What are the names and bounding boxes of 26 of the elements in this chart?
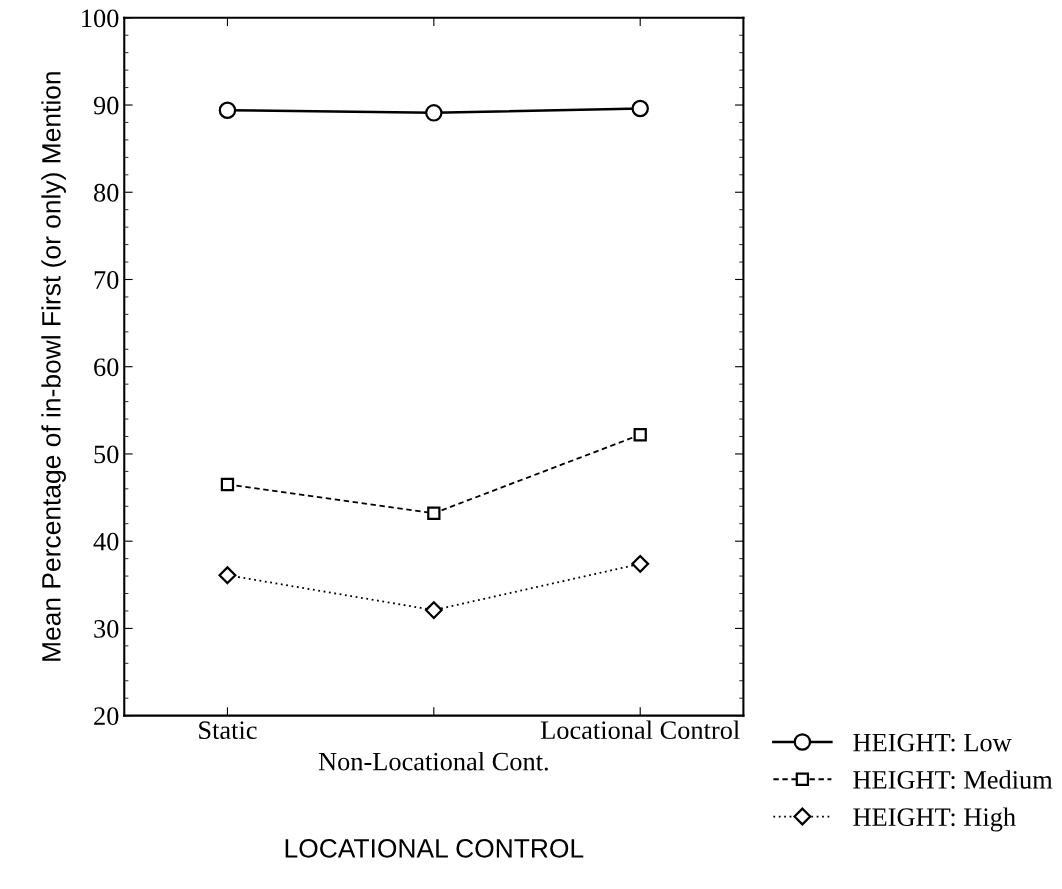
y-tick-label: 30 xyxy=(94,620,119,638)
point xyxy=(218,101,237,119)
point xyxy=(425,104,443,122)
x-tick-label: Non-Locational Cont. xyxy=(318,751,548,771)
y-tick-label: 90 xyxy=(93,96,119,115)
x-tick-label: Static xyxy=(199,721,257,740)
y-tick-label: 20 xyxy=(94,707,119,726)
y-tick-label: 70 xyxy=(94,271,119,289)
point xyxy=(427,506,441,520)
legend-label: HEIGHT: Medium xyxy=(853,770,1053,789)
point xyxy=(633,428,647,442)
y-tick-label: 40 xyxy=(93,532,119,551)
y-tick-label: 60 xyxy=(94,358,119,377)
y-tick-label: 50 xyxy=(94,445,119,464)
legend-label: HEIGHT: Low xyxy=(853,733,1012,752)
y-axis-title: Mean Percentage of in-bowl First (or only) Mention xyxy=(41,72,66,661)
legend-label: HEIGHT: High xyxy=(853,807,1016,832)
point xyxy=(218,566,237,585)
point xyxy=(220,477,235,492)
y-tick-label: 100 xyxy=(82,9,119,28)
x-tick-label: Locational Control xyxy=(540,720,740,740)
x-axis-title: LOCATIONAL CONTROL xyxy=(285,839,584,858)
point xyxy=(631,99,649,118)
point xyxy=(424,601,443,620)
point xyxy=(631,554,650,573)
y-tick-label: 80 xyxy=(94,183,119,202)
